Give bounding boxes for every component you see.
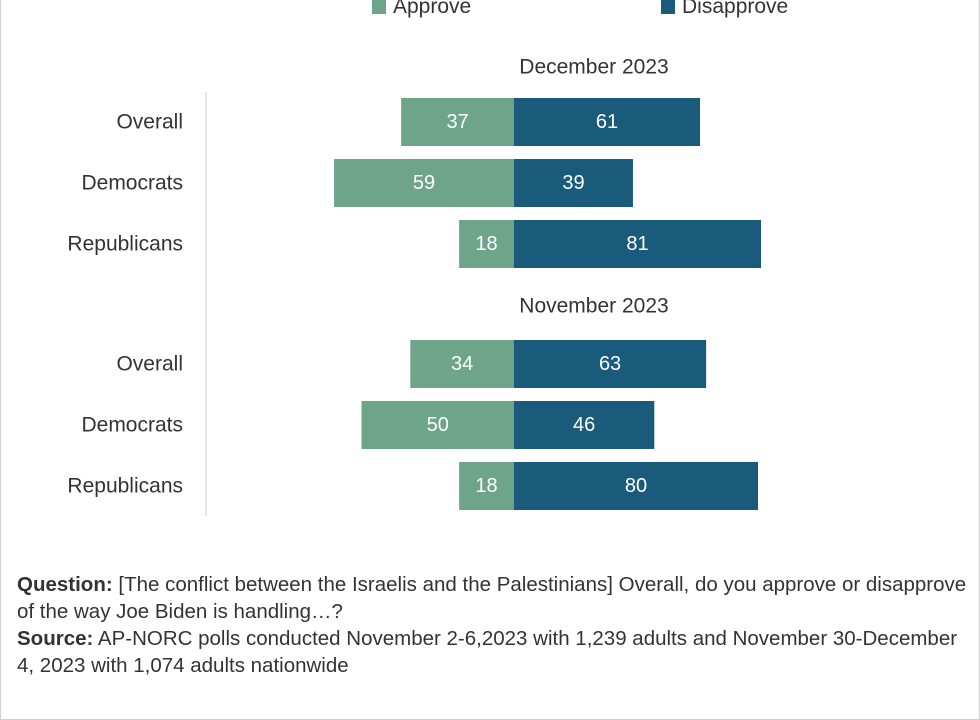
data-label-disapprove: 61 (596, 111, 618, 133)
category-label: Overall (116, 353, 183, 376)
bar-disapprove (514, 401, 655, 449)
category-label: Republicans (67, 233, 183, 256)
question-text: [The conflict between the Israelis and t… (17, 573, 967, 623)
question-note: Question: [The conflict between the Isra… (17, 571, 967, 625)
source-text: AP-NORC polls conducted November 2-6,202… (17, 627, 958, 677)
data-label-disapprove: 63 (599, 353, 621, 375)
data-label-approve: 50 (427, 414, 449, 436)
data-label-approve: 34 (451, 353, 473, 375)
data-label-approve: 18 (475, 475, 497, 497)
chart-notes: Question: [The conflict between the Isra… (17, 571, 967, 679)
data-label-disapprove: 39 (562, 172, 584, 194)
bar-disapprove (514, 220, 762, 268)
legend-swatch-disapprove (661, 0, 675, 14)
bar-disapprove (514, 98, 701, 146)
legend-label-approve: Approve (393, 0, 472, 18)
legend-swatch-approve (372, 0, 386, 14)
question-label: Question: (17, 573, 113, 596)
legend-label-disapprove: Disapprove (682, 0, 789, 18)
data-label-disapprove: 46 (573, 414, 595, 436)
category-label: Democrats (81, 414, 183, 437)
bar-approve (334, 159, 514, 207)
bar-disapprove (514, 159, 633, 207)
group-title: November 2023 (519, 295, 668, 318)
data-label-disapprove: 81 (626, 233, 648, 255)
bar-disapprove (514, 462, 758, 510)
bar-approve (459, 462, 514, 510)
bar-approve (459, 220, 514, 268)
source-label: Source: (17, 627, 94, 650)
data-label-approve: 59 (413, 172, 435, 194)
legend-item-approve: Approve (372, 0, 471, 20)
data-label-approve: 18 (475, 233, 497, 255)
diverging-bar-chart: December 2023 Overall 37 61 Democrats 59 39 Rep… (67, 56, 762, 516)
category-label: Overall (116, 111, 183, 134)
bar-disapprove (514, 340, 707, 388)
data-label-disapprove: 80 (625, 475, 647, 497)
data-label-approve: 37 (446, 111, 468, 133)
legend-item-disapprove: Disapprove (661, 0, 788, 20)
bar-approve (401, 98, 514, 146)
category-label: Democrats (81, 172, 183, 195)
group-title: December 2023 (519, 56, 668, 79)
source-note: Source: AP-NORC polls conducted November… (17, 625, 967, 679)
category-label: Republicans (67, 475, 183, 498)
bar-approve (361, 401, 514, 449)
frame-left-border (0, 0, 1, 720)
bar-approve (410, 340, 514, 388)
